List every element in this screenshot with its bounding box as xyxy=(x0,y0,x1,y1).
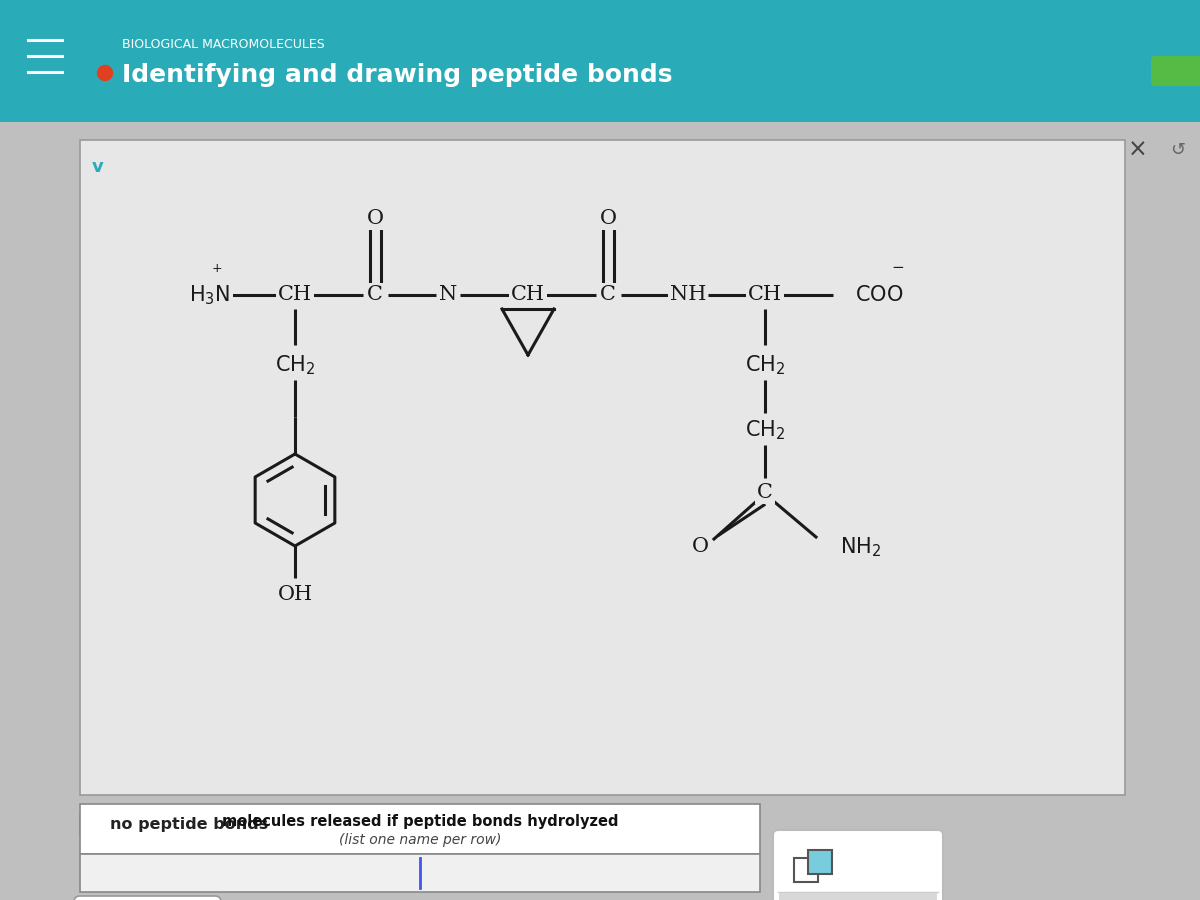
Text: CH: CH xyxy=(748,285,782,304)
FancyBboxPatch shape xyxy=(1151,56,1200,86)
Text: C: C xyxy=(757,482,773,501)
Text: CH: CH xyxy=(511,285,545,304)
Text: $\mathsf{CH_2}$: $\mathsf{CH_2}$ xyxy=(745,353,785,377)
FancyBboxPatch shape xyxy=(80,140,1126,795)
FancyBboxPatch shape xyxy=(74,896,221,900)
Text: O: O xyxy=(366,209,384,228)
Bar xyxy=(808,850,832,874)
Bar xyxy=(779,893,937,900)
Text: C: C xyxy=(367,285,383,304)
Bar xyxy=(80,854,760,892)
Bar xyxy=(794,858,818,882)
Text: (list one name per row): (list one name per row) xyxy=(338,833,502,847)
Text: $\mathsf{CH_2}$: $\mathsf{CH_2}$ xyxy=(275,353,316,377)
FancyBboxPatch shape xyxy=(773,830,943,900)
Text: $\mathsf{COO}$: $\mathsf{COO}$ xyxy=(856,285,904,305)
Text: ↺: ↺ xyxy=(1170,141,1186,159)
Text: O: O xyxy=(600,209,617,228)
Text: $\mathsf{H_3N}$: $\mathsf{H_3N}$ xyxy=(190,284,230,307)
Text: −: − xyxy=(892,259,905,274)
Text: OH: OH xyxy=(277,584,312,604)
Text: no peptide bonds: no peptide bonds xyxy=(110,817,269,833)
Text: $\mathsf{NH_2}$: $\mathsf{NH_2}$ xyxy=(840,536,881,559)
FancyBboxPatch shape xyxy=(0,0,1200,122)
Text: N: N xyxy=(439,285,457,304)
Text: Identifying and drawing peptide bonds: Identifying and drawing peptide bonds xyxy=(122,63,672,87)
Text: O: O xyxy=(691,537,708,556)
Text: +: + xyxy=(212,262,223,274)
Text: ×: × xyxy=(1128,138,1148,162)
Text: $\mathsf{CH_2}$: $\mathsf{CH_2}$ xyxy=(745,418,785,442)
Bar xyxy=(80,815,100,835)
Bar xyxy=(80,804,760,854)
Circle shape xyxy=(97,66,113,80)
Text: C: C xyxy=(600,285,616,304)
Text: CH: CH xyxy=(278,285,312,304)
Text: BIOLOGICAL MACROMOLECULES: BIOLOGICAL MACROMOLECULES xyxy=(122,38,325,50)
Text: molecules released if peptide bonds hydrolyzed: molecules released if peptide bonds hydr… xyxy=(222,814,618,829)
Text: NH: NH xyxy=(670,285,706,304)
Text: v: v xyxy=(92,158,104,176)
